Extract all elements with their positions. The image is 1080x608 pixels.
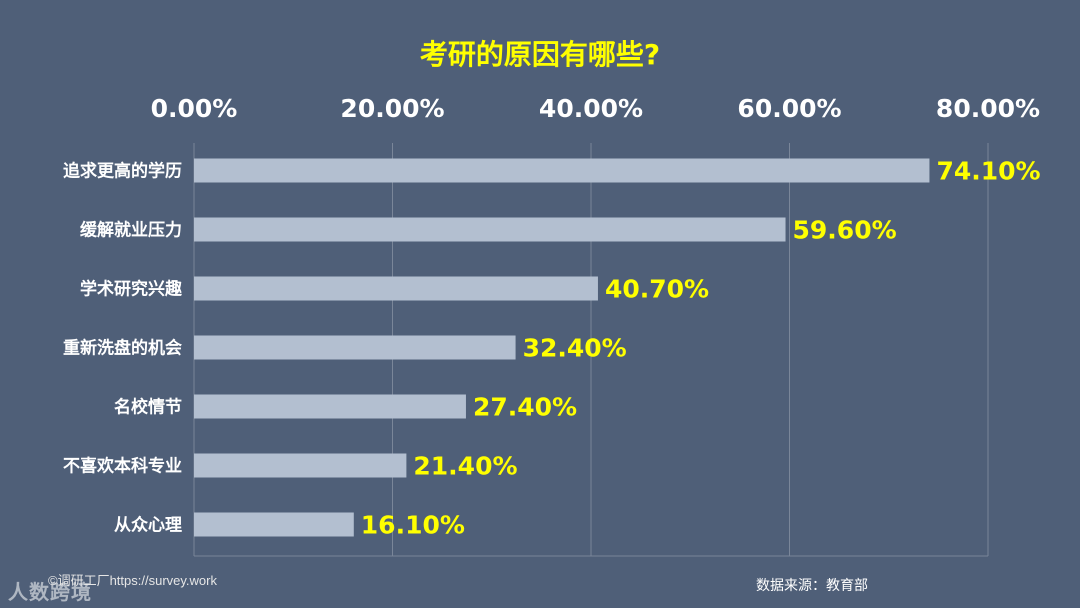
bar — [194, 453, 407, 478]
data-label: 74.10% — [936, 157, 1040, 186]
category-label: 缓解就业压力 — [80, 220, 182, 241]
x-tick-label: 80.00% — [936, 94, 1040, 123]
x-tick-label: 20.00% — [340, 94, 444, 123]
x-tick-label: 40.00% — [539, 94, 643, 123]
category-label: 从众心理 — [114, 515, 182, 536]
bar — [194, 335, 516, 360]
x-tick-label: 0.00% — [151, 94, 238, 123]
data-label: 21.40% — [413, 452, 517, 481]
data-label: 27.40% — [473, 393, 577, 422]
data-label: 59.60% — [793, 216, 897, 245]
category-label: 重新洗盘的机会 — [63, 338, 182, 359]
credit-text: ©调研工厂https://survey.work — [48, 573, 217, 588]
bar — [194, 276, 598, 301]
data-label: 16.10% — [361, 511, 465, 540]
source-text: 数据来源：教育部 — [756, 578, 868, 594]
category-label: 不喜欢本科专业 — [63, 456, 182, 477]
watermark-logo: 人数跨境 — [8, 580, 92, 604]
category-label: 名校情节 — [114, 397, 182, 418]
bar — [194, 158, 930, 183]
x-tick-label: 60.00% — [737, 94, 841, 123]
category-label: 学术研究兴趣 — [80, 279, 183, 300]
chart-title: 考研的原因有哪些? — [420, 38, 660, 71]
bar — [194, 217, 786, 242]
data-label: 32.40% — [523, 334, 627, 363]
category-label: 追求更高的学历 — [63, 161, 182, 182]
data-label: 40.70% — [605, 275, 709, 304]
bar — [194, 394, 466, 419]
bar — [194, 512, 354, 537]
